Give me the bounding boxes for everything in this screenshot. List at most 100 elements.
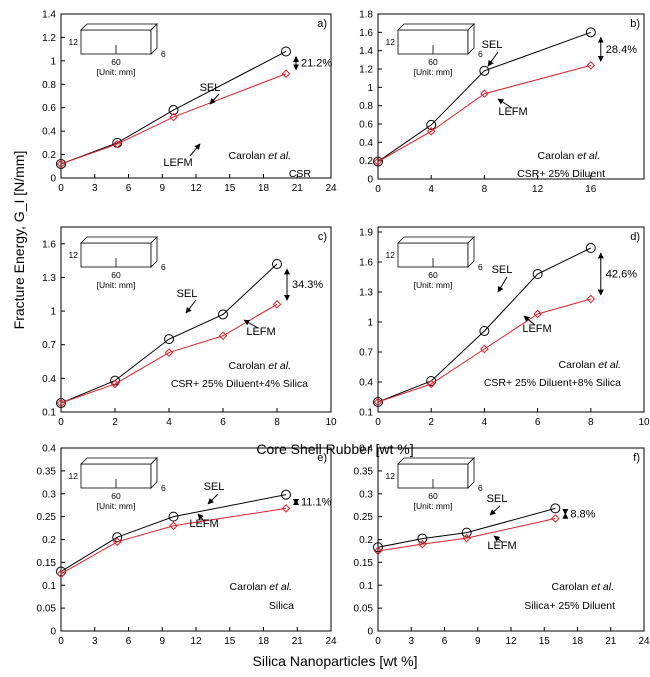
specimen-side bbox=[467, 457, 475, 489]
sel-point bbox=[281, 489, 291, 500]
lefm-point bbox=[418, 539, 427, 549]
panel-letter: e) bbox=[317, 452, 327, 464]
x-tick-label: 2 bbox=[112, 417, 118, 428]
x-tick-label: 12 bbox=[532, 184, 544, 195]
series-line-sel bbox=[377, 247, 592, 403]
lefm-label: LEFM bbox=[487, 540, 516, 552]
y-tick-label: 1.2 bbox=[359, 65, 373, 76]
specimen-sketch: 12 6 60[Unit: mm] bbox=[69, 236, 166, 290]
x-tick-label: 0 bbox=[375, 184, 381, 195]
sel-point bbox=[532, 269, 543, 279]
x-tick-label: 0 bbox=[58, 183, 64, 194]
x-tick-label: 18 bbox=[258, 636, 270, 647]
sel-point bbox=[461, 527, 472, 538]
specimen-sketch: 12 6 60[Unit: mm] bbox=[386, 236, 483, 290]
specimen-top bbox=[80, 457, 158, 465]
y-tick-label: 0.8 bbox=[42, 80, 56, 91]
sel-arrow bbox=[207, 493, 219, 505]
specimen-depth: 6 bbox=[161, 49, 166, 59]
sel-arrow bbox=[489, 505, 501, 516]
y-tick-label: 1.3 bbox=[359, 288, 373, 299]
y-tick-label: 0.4 bbox=[42, 127, 56, 138]
specimen-length: 60 bbox=[428, 270, 438, 280]
x-tick-label: 3 bbox=[408, 636, 414, 647]
specimen-unit: [Unit: mm] bbox=[414, 280, 453, 290]
y-tick-label: 1.8 bbox=[359, 10, 373, 21]
specimen-height: 12 bbox=[386, 250, 396, 260]
x-tick-label: 8 bbox=[482, 184, 488, 195]
condition-label: CSR bbox=[289, 168, 312, 180]
sel-point bbox=[373, 397, 383, 407]
specimen-side bbox=[150, 23, 158, 55]
x-axis-title-bottom: Silica Nanoparticles [wt %] bbox=[253, 653, 418, 669]
lefm-arrow bbox=[197, 513, 205, 522]
y-tick-label: 0.2 bbox=[42, 535, 56, 546]
specimen-depth: 6 bbox=[161, 262, 166, 272]
x-tick-label: 24 bbox=[638, 636, 650, 647]
condition-label: CSR+ 25% Diluent+4% Silica bbox=[171, 378, 308, 390]
lefm-arrow bbox=[189, 143, 201, 157]
series-line-sel bbox=[377, 507, 556, 548]
y-tick-label: 1.4 bbox=[359, 46, 373, 57]
specimen-side bbox=[150, 457, 158, 489]
sel-arrow bbox=[487, 51, 499, 67]
lefm-arrow bbox=[243, 319, 259, 329]
series-line-lefm bbox=[377, 517, 556, 552]
lefm-point bbox=[169, 112, 178, 122]
y-tick-label: 0.15 bbox=[37, 558, 57, 569]
series-line-sel bbox=[60, 51, 287, 165]
lefm-point bbox=[533, 309, 542, 319]
lefm-point bbox=[480, 89, 489, 99]
sel-point bbox=[168, 105, 179, 116]
series-line-sel bbox=[60, 263, 278, 404]
difference-label: 42.6% bbox=[606, 269, 637, 281]
source-label: Carolan et al. bbox=[559, 359, 621, 371]
specimen-length: 60 bbox=[111, 491, 121, 501]
difference-label: 11.1% bbox=[301, 497, 332, 509]
panel-e: 0 0.05 0.1 0.15 0.2 0.25 0.3 0.35 0.4 0 3 6 9 12 15 18 2… bbox=[37, 444, 337, 648]
y-tick-label: 0.15 bbox=[354, 558, 374, 569]
lefm-point bbox=[56, 159, 66, 169]
specimen-depth: 6 bbox=[478, 483, 483, 493]
series-line-lefm bbox=[377, 298, 591, 403]
y-tick-label: 1 bbox=[50, 307, 56, 318]
y-tick-label: 0 bbox=[367, 627, 373, 638]
specimen-height: 12 bbox=[386, 37, 396, 47]
x-tick-label: 3 bbox=[92, 636, 98, 647]
x-tick-label: 4 bbox=[166, 417, 172, 428]
y-tick-label: 0.05 bbox=[37, 604, 57, 615]
plot-frame bbox=[60, 226, 332, 413]
x-tick-label: 6 bbox=[126, 636, 132, 647]
x-tick-label: 24 bbox=[325, 183, 337, 194]
y-tick-label: 0 bbox=[367, 175, 373, 186]
y-tick-label: 1 bbox=[367, 318, 373, 329]
x-tick-label: 4 bbox=[482, 417, 488, 428]
y-axis-title: Fracture Energy, G_I [N/mm] bbox=[11, 151, 27, 330]
y-tick-label: 0.1 bbox=[359, 408, 373, 419]
x-tick-label: 18 bbox=[572, 636, 584, 647]
lefm-point bbox=[112, 139, 122, 149]
series-line-sel bbox=[60, 494, 287, 572]
specimen-sketch: 12 6 60[Unit: mm] bbox=[69, 457, 166, 511]
panels: 00.20.40.60.811.21.40 3 6 9 12 15 18 21 2421.2%a… bbox=[37, 10, 650, 648]
y-tick-label: 0.4 bbox=[359, 444, 373, 455]
y-tick-label: 0 bbox=[50, 627, 56, 638]
sel-arrow bbox=[209, 93, 220, 105]
specimen-sketch: 12 6 60[Unit: mm] bbox=[69, 23, 166, 77]
y-tick-label: 0.8 bbox=[359, 101, 373, 112]
specimen-length: 60 bbox=[111, 57, 121, 67]
series-line-sel bbox=[377, 31, 591, 162]
y-tick-label: 0.05 bbox=[354, 604, 374, 615]
x-tick-label: 10 bbox=[638, 417, 650, 428]
x-tick-label: 3 bbox=[92, 183, 98, 194]
y-tick-label: 1.2 bbox=[42, 33, 56, 44]
y-tick-label: 0.25 bbox=[354, 512, 374, 523]
specimen-length: 60 bbox=[428, 57, 438, 67]
sel-point bbox=[479, 65, 490, 76]
y-tick-label: 0.3 bbox=[359, 489, 373, 500]
x-tick-label: 0 bbox=[58, 417, 64, 428]
y-tick-label: 0.7 bbox=[359, 348, 373, 359]
specimen-height: 12 bbox=[69, 37, 79, 47]
y-tick-label: 0.4 bbox=[42, 374, 56, 385]
sel-label: SEL bbox=[487, 493, 508, 505]
